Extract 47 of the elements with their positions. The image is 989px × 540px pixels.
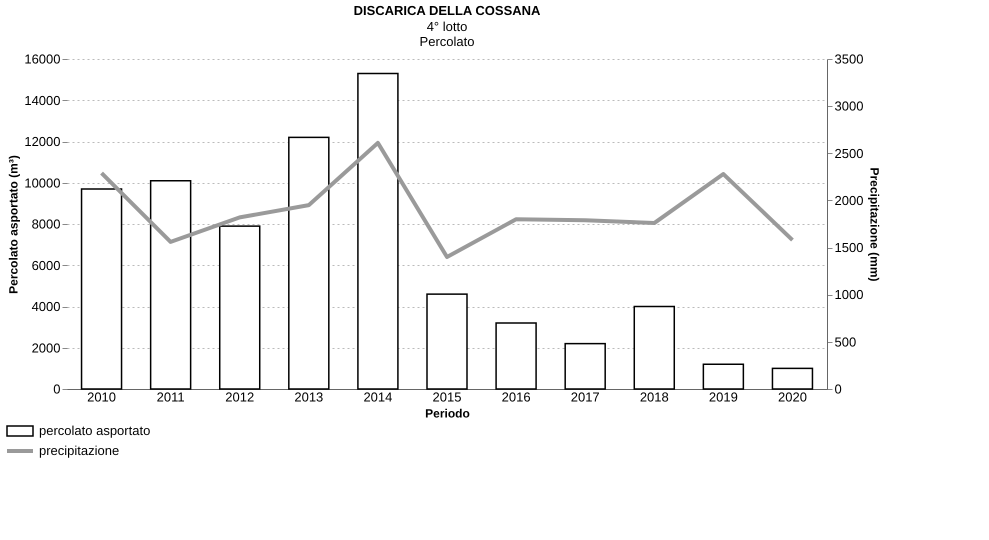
y-tick-label: 6000 [32, 258, 60, 273]
y2-tick-label: 1000 [834, 287, 864, 302]
legend-label: percolato asportato [39, 423, 150, 438]
bar [702, 364, 744, 390]
y2-tick-label: 2000 [834, 192, 864, 208]
y2-tick-label: 0 [834, 382, 842, 396]
chart-subtitle: 4° lotto Percolato [420, 19, 474, 49]
y-tick-label: 12000 [24, 134, 60, 149]
x-tick-label: 2015 [432, 390, 462, 404]
x-tick-label: 2018 [640, 390, 669, 404]
x-tick-label: 2017 [570, 390, 600, 404]
x-tick-label: 2013 [294, 390, 324, 404]
y2-tick-label: 3500 [834, 52, 864, 66]
y-tick-label: 10000 [24, 175, 60, 190]
bar [218, 225, 260, 390]
bar [634, 306, 676, 390]
y-tick-label: 4000 [32, 299, 60, 314]
x-tick-label: 2010 [87, 390, 116, 404]
x-tick-label: 2020 [778, 390, 807, 404]
y2-tick-label: 500 [834, 334, 856, 350]
y-tick-label: 8000 [32, 216, 60, 232]
bar [357, 72, 399, 390]
y2-tick-label: 1500 [834, 240, 864, 256]
y2-tick-label: 3000 [834, 98, 864, 114]
x-tick-label: 2011 [156, 390, 185, 404]
y2-tick-label: 2500 [834, 146, 864, 161]
bar [772, 368, 814, 390]
x-tick-label: 2019 [708, 390, 738, 404]
x-tick-label: 2012 [225, 390, 254, 404]
bar [288, 136, 330, 390]
bar [564, 342, 606, 390]
bar [495, 322, 537, 390]
x-tick-label: 2014 [363, 390, 392, 404]
bar [150, 180, 192, 390]
bar [426, 293, 468, 390]
chart-title: DISCARICA DELLA COSSANA [354, 3, 542, 18]
bar [80, 188, 122, 390]
x-axis-title: Periodo [425, 406, 470, 420]
y-tick-label: 16000 [24, 52, 60, 66]
y-tick-label: 2000 [32, 340, 60, 356]
x-tick-label: 2016 [502, 390, 531, 404]
line-series [100, 140, 794, 259]
y2-axis-title: Precipitazione (mm) [867, 167, 882, 282]
y-tick-label: 14000 [24, 92, 60, 108]
legend-label: precipitazione [39, 443, 120, 458]
y-axis-title: Percolato asportato (m³) [6, 155, 20, 294]
y-tick-label: 0 [53, 382, 60, 396]
